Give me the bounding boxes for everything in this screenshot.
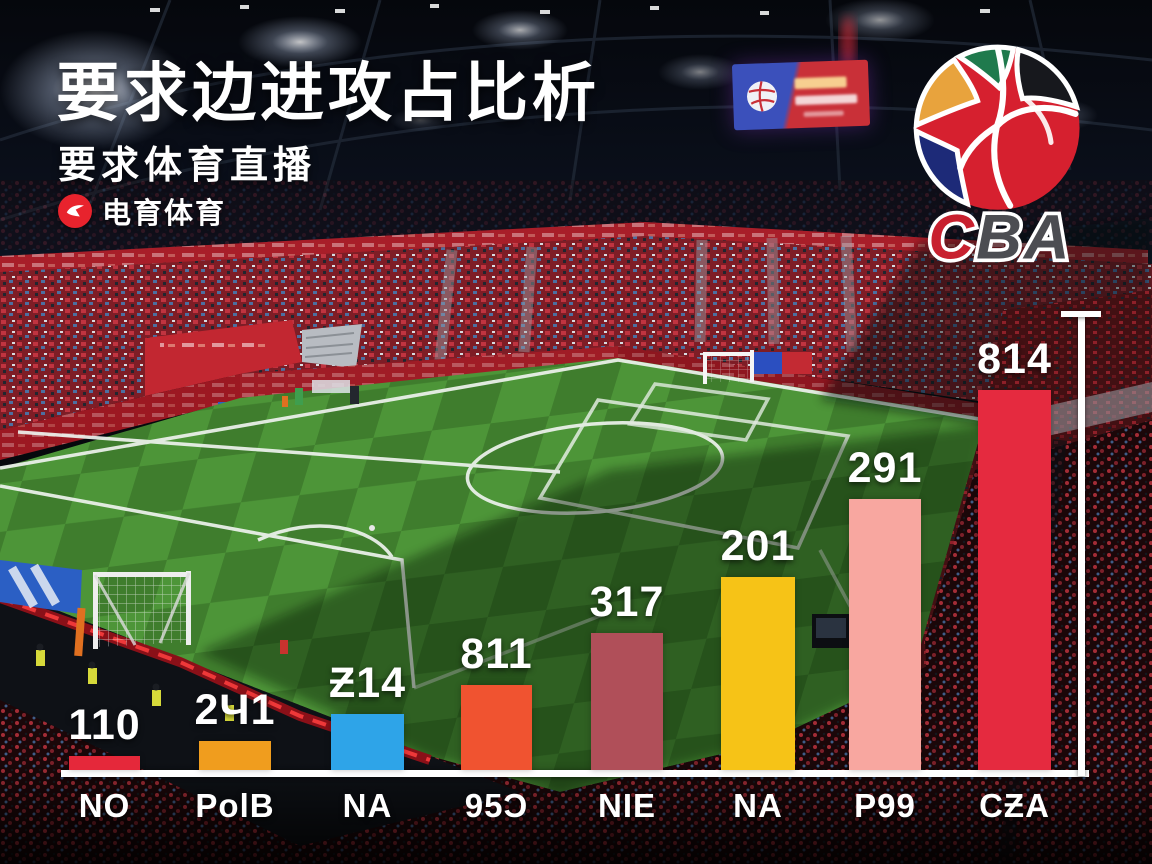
stairways [434,235,858,361]
bar-5-NIE [591,633,663,770]
far-staff-figures [282,380,375,531]
bar-category-label: NIE [597,787,657,824]
far-goal [703,350,754,384]
bar-7-P99 [849,499,921,770]
cba-letter-c: C [928,203,976,264]
bar-6-NA [721,577,795,770]
bird-icon [58,194,92,228]
bar-4-95Ɔ [461,685,532,770]
near-goal [93,571,191,649]
y-axis-cap [1061,311,1101,317]
bar-value-label: 317 [589,578,665,626]
bar-value-label: 110 [68,701,141,749]
bar-value-label: 291 [847,444,923,492]
stadium-lights [0,0,1098,150]
cba-ball-icon [913,44,1081,210]
brand-label: 电育体育 [102,198,227,230]
x-axis-line [61,770,1089,777]
bar-value-label: 2Ч1 [194,686,276,734]
cba-logo: CBA [913,44,1081,264]
cba-letters-ba: BA [976,203,1071,264]
stewards [36,640,288,721]
bar-category-label: NA [733,787,783,824]
led-fascia-ribbon [0,222,1148,274]
bar-3-NA [331,714,404,770]
bar-category-label: PolB [195,787,275,824]
bottom-vignette [0,760,1152,864]
page-subtitle: 要求体育直播 [58,145,317,187]
basketball-icon [747,81,778,112]
bar-8-CƵA [978,390,1051,770]
corner-stair-block [145,320,362,396]
scoreboard-banner [731,59,871,131]
bar-category-label: NO [78,787,131,824]
bar-value-label: 814 [977,335,1052,383]
bar-1-NO [69,756,140,770]
brand-badge: 电育体育 [58,190,226,232]
y-axis-line [1078,314,1085,776]
bar-category-label: CƵA [979,787,1050,824]
bar-2-PolB [199,741,271,770]
cba-wordmark: CBA [928,203,1071,264]
bar-category-label: 95Ɔ [464,787,529,824]
page-title: 要求边进攻占比析 [56,57,600,129]
bar-value-label: 811 [460,630,533,678]
bar-value-label: 201 [720,522,796,570]
bar-category-label: NA [342,787,393,824]
bar-value-label: Ƶ14 [328,659,407,707]
bar-category-label: P99 [854,787,916,824]
